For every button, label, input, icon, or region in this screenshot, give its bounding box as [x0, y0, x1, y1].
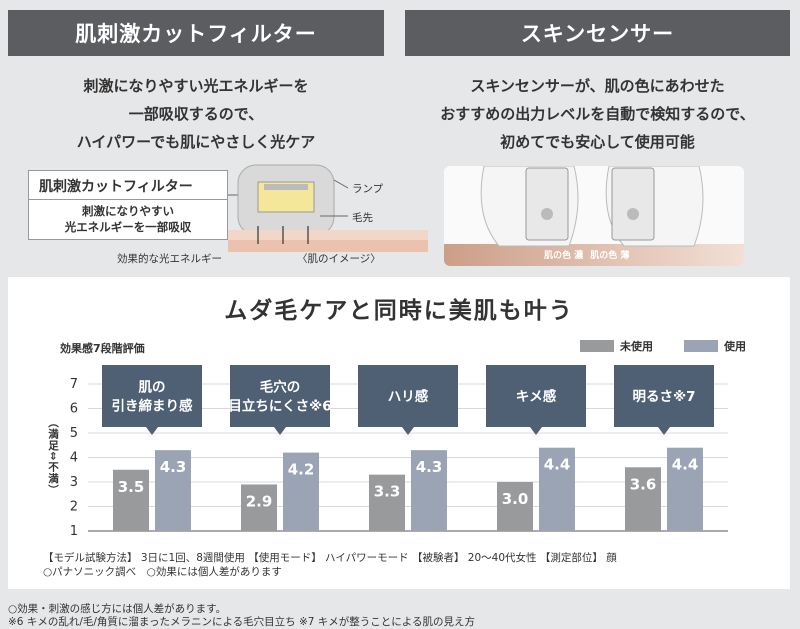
- filter-desc-line: 刺激になりやすい光エネルギーを: [83, 77, 309, 95]
- bar-value-label: 3.5: [118, 478, 145, 496]
- sensor-desc-line: 初めてでも安心して使用可能: [500, 133, 695, 151]
- category-label: 目立ちにくさ※6: [228, 398, 331, 415]
- filter-section-header: 肌刺激カットフィルター: [8, 10, 384, 56]
- bar-value-label: 3.3: [374, 483, 401, 501]
- lamp-label: ランプ: [352, 183, 384, 195]
- device-panel-right: [611, 167, 655, 241]
- category-callout: [486, 365, 586, 427]
- legend-swatch-used: [684, 340, 718, 352]
- bar-value-label: 3.0: [502, 490, 529, 508]
- bar-value-label: 4.2: [288, 461, 315, 479]
- skin-tone-gradient: [444, 244, 744, 266]
- bar-unused: [497, 482, 533, 531]
- skin-dark-label: 肌の色 濃: [544, 251, 584, 261]
- category-label: 明るさ※7: [632, 389, 695, 405]
- skin-light-label: 肌の色 薄: [590, 251, 630, 261]
- filter-desc-line: ハイパワーでも肌にやさしく光ケア: [76, 133, 316, 151]
- sensor-device-drawing: [444, 166, 744, 266]
- callout-pointer: [402, 427, 414, 435]
- power-button-icon: [627, 208, 639, 220]
- energy-label: 効果的な光エネルギー: [117, 253, 222, 265]
- bar-used: [155, 450, 191, 531]
- filter-device-illustration: [228, 164, 428, 252]
- skin-layer: [228, 240, 428, 252]
- legend-swatch-unused: [580, 340, 614, 352]
- bar-value-label: 3.6: [630, 475, 657, 493]
- y-tick-label: 1: [70, 524, 78, 539]
- device-panel-left: [525, 167, 569, 241]
- y-tick-label: 3: [70, 475, 78, 490]
- bar-unused: [369, 474, 405, 531]
- skin-sensor-illustration: 肌の色 濃 肌の色 薄: [444, 166, 744, 266]
- category-callout: [230, 365, 330, 427]
- footnote: ※6 キメの乱れ/毛/角質に溜まったメラニンによる毛穴目立ち ※7 キメが整うこ…: [8, 616, 475, 628]
- y-tick-label: 2: [70, 500, 78, 515]
- filter-desc-line: 一部吸収するので、: [128, 105, 264, 123]
- callout-pointer: [146, 427, 158, 435]
- sensor-description: スキンセンサーが、肌の色にあわせた おすすめの出力レベルを自動で検知するので、 …: [405, 72, 790, 156]
- y-axis-label: （満足⇔不満）: [47, 417, 59, 496]
- category-label: 毛穴の: [260, 379, 301, 396]
- skin-surface: [228, 230, 428, 240]
- bar-used: [411, 450, 447, 531]
- legend-item-used: 使用: [684, 338, 746, 354]
- category-label: ハリ感: [388, 388, 429, 405]
- bar-value-label: 4.4: [672, 456, 699, 474]
- category-label: 肌の: [139, 380, 166, 396]
- chart-subtitle: 効果感7段階評価: [60, 342, 145, 355]
- bar-used: [667, 447, 703, 531]
- power-button-icon: [541, 208, 553, 220]
- callout-pointer: [658, 427, 670, 435]
- filter-box-line: 光エネルギーを一部吸収: [64, 220, 192, 234]
- filter-box-title: 肌刺激カットフィルター: [29, 171, 227, 200]
- sensor-section-header: スキンセンサー: [405, 10, 790, 56]
- filter-box-line: 刺激になりやすい: [82, 204, 174, 218]
- category-label: キメ感: [516, 388, 557, 405]
- y-tick-label: 5: [70, 426, 78, 441]
- hair-tip-label: 毛先: [352, 212, 373, 224]
- filter-box-body: 刺激になりやすい 光エネルギーを一部吸収: [29, 203, 227, 235]
- sensor-desc-line: おすすめの出力レベルを自動で検知するので、: [440, 105, 755, 123]
- y-tick-label: 6: [70, 402, 78, 417]
- survey-source-note: ○パナソニック調べ ○効果には個人差があります: [43, 566, 282, 578]
- legend-item-unused: 未使用: [580, 338, 653, 354]
- bar-used: [283, 452, 319, 531]
- bar-unused: [625, 467, 661, 531]
- legend-label-unused: 未使用: [620, 340, 653, 353]
- footnote: ○効果・刺激の感じ方には個人差があります。: [8, 603, 227, 615]
- legend-label-used: 使用: [724, 340, 746, 353]
- category-callout: [102, 365, 202, 427]
- bar-unused: [241, 484, 277, 531]
- test-method-note: 【モデル試験方法】 3日に1回、8週間使用 【使用モード】 ハイパワーモード 【…: [43, 552, 617, 564]
- lamp-shape: [264, 184, 308, 190]
- panel-title: ムダ毛ケアと同時に美肌も叶う: [224, 298, 574, 324]
- bar-used: [539, 447, 575, 531]
- pointer-line: [333, 179, 349, 189]
- sensor-desc-line: スキンセンサーが、肌の色にあわせた: [470, 77, 725, 95]
- bar-value-label: 4.4: [544, 456, 571, 474]
- chart-panel: ムダ毛ケアと同時に美肌も叶う 効果感7段階評価 未使用 使用 （満足⇔不満） 1…: [8, 277, 790, 589]
- category-callout: [614, 365, 714, 427]
- bar-value-label: 4.3: [160, 458, 187, 476]
- callout-pointer: [274, 427, 286, 435]
- filter-description: 刺激になりやすい光エネルギーを 一部吸収するので、 ハイパワーでも肌にやさしく光…: [8, 72, 384, 156]
- bar-value-label: 2.9: [246, 492, 273, 510]
- filter-info-box: 肌刺激カットフィルター 刺激になりやすい 光エネルギーを一部吸収: [28, 170, 228, 240]
- category-callout: [358, 365, 458, 427]
- y-tick-label: 7: [70, 377, 78, 392]
- bar-value-label: 4.3: [416, 458, 443, 476]
- callout-pointer: [530, 427, 542, 435]
- y-tick-label: 4: [70, 451, 78, 466]
- skin-image-note: 〈肌のイメージ〉: [297, 253, 381, 265]
- bar-unused: [113, 469, 149, 531]
- category-label: 引き締まり感: [112, 398, 193, 415]
